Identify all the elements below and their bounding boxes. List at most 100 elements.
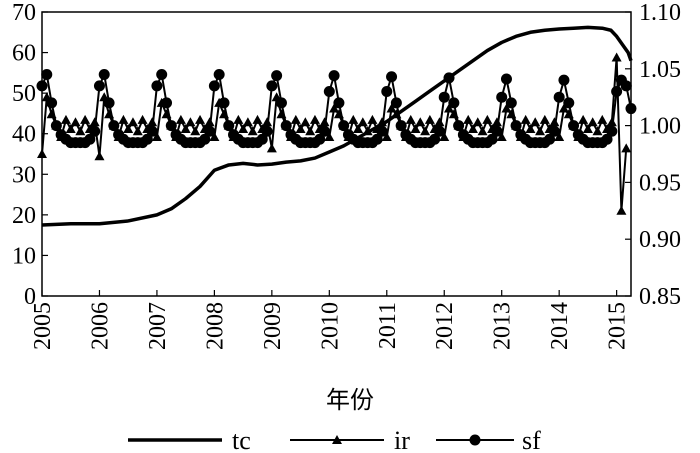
ir-point <box>75 126 86 136</box>
ir-point <box>329 103 340 113</box>
series-tc <box>41 25 633 227</box>
x-tick-label: 2010 <box>317 302 343 350</box>
ir-point <box>578 114 589 124</box>
ir-point <box>80 114 91 124</box>
sf-point <box>496 91 508 103</box>
ir-point <box>242 117 253 127</box>
ir-point <box>563 109 574 119</box>
ir-point <box>357 117 368 127</box>
y-axis-right: 0.85 0.90 0.95 1.00 1.05 1.10 <box>625 0 681 310</box>
ir-point <box>396 120 407 130</box>
sf-point <box>314 133 326 145</box>
legend-item-ir: ir <box>290 426 410 453</box>
ir-point <box>319 117 330 127</box>
ir-point <box>204 117 215 127</box>
ir-point <box>84 124 95 134</box>
sf-point <box>84 133 96 145</box>
y-left-tick-label: 70 <box>12 0 36 26</box>
sf-point <box>156 68 168 80</box>
sf-point <box>36 80 48 92</box>
sf-point <box>448 97 460 109</box>
y-left-tick-label: 60 <box>12 41 36 67</box>
ir-point <box>453 120 464 130</box>
ir-point <box>539 114 550 124</box>
ir-point <box>501 103 512 113</box>
ir-point <box>616 205 627 215</box>
ir-point <box>51 120 62 130</box>
ir-point <box>214 97 225 107</box>
ir-point <box>458 131 469 141</box>
plot-frame <box>41 11 632 297</box>
sf-point <box>438 91 450 103</box>
sf-point <box>386 71 398 83</box>
ir-point <box>520 114 531 124</box>
ir-point <box>535 126 546 136</box>
x-tick-label: 2014 <box>547 302 573 350</box>
sf-point <box>141 133 153 145</box>
ir-point <box>171 131 182 141</box>
ir-point <box>185 117 196 127</box>
ir-point <box>295 124 306 134</box>
sf-point <box>41 68 53 80</box>
ir-point <box>482 114 493 124</box>
series-line-tc <box>41 25 633 227</box>
y-right-tick-label: 0.95 <box>639 170 681 196</box>
ir-point <box>467 124 478 134</box>
x-tick-label: 2009 <box>260 302 286 350</box>
legend-item-sf: sf <box>436 426 541 453</box>
ir-point <box>333 109 344 119</box>
ir-point <box>348 114 359 124</box>
x-tick-label: 2015 <box>605 302 631 350</box>
sf-point <box>563 97 575 109</box>
ir-point <box>300 117 311 127</box>
ir-point <box>472 117 483 127</box>
ir-point <box>199 124 210 134</box>
ir-point <box>228 131 239 141</box>
ir-point <box>429 124 440 134</box>
sf-point <box>486 133 498 145</box>
ir-point <box>434 117 445 127</box>
sf-point <box>199 133 211 145</box>
ir-point <box>592 126 603 136</box>
ir-point <box>60 114 71 124</box>
ir-point <box>506 109 517 119</box>
ir-point <box>410 124 421 134</box>
ir-point <box>448 109 459 119</box>
sf-point <box>558 74 570 86</box>
x-axis-label: 年份 <box>326 386 374 414</box>
ir-point <box>218 109 229 119</box>
ir-point <box>587 117 598 127</box>
x-tick-label: 2012 <box>432 302 458 350</box>
ir-point <box>151 131 162 141</box>
legend-label-sf: sf <box>522 426 541 453</box>
sf-point <box>429 133 441 145</box>
ir-point <box>463 114 474 124</box>
series-ir <box>37 52 632 215</box>
sf-point <box>381 86 393 98</box>
sf-point <box>328 70 340 82</box>
ir-point <box>597 114 608 124</box>
sf-point <box>625 103 637 115</box>
ir-point <box>223 120 234 130</box>
ir-point <box>525 124 536 134</box>
ir-point <box>238 124 249 134</box>
sf-point <box>98 68 110 80</box>
ir-point <box>233 114 244 124</box>
ir-point <box>515 131 526 141</box>
ir-point <box>511 120 522 130</box>
y-axis-left: 0 10 20 30 40 50 60 70 <box>12 0 48 310</box>
ir-point <box>558 103 569 113</box>
legend-item-tc: tc <box>128 426 251 453</box>
ir-point <box>332 435 342 444</box>
legend: tc ir sf <box>128 426 541 453</box>
ir-point <box>343 131 354 141</box>
ir-point <box>166 120 177 130</box>
ir-point <box>156 97 167 107</box>
ir-point <box>262 117 273 127</box>
ir-point <box>573 131 584 141</box>
y-right-tick-label: 1.05 <box>639 57 681 83</box>
ir-point <box>56 131 67 141</box>
sf-point <box>505 97 517 109</box>
ir-point <box>147 117 158 127</box>
sf-point <box>553 91 565 103</box>
